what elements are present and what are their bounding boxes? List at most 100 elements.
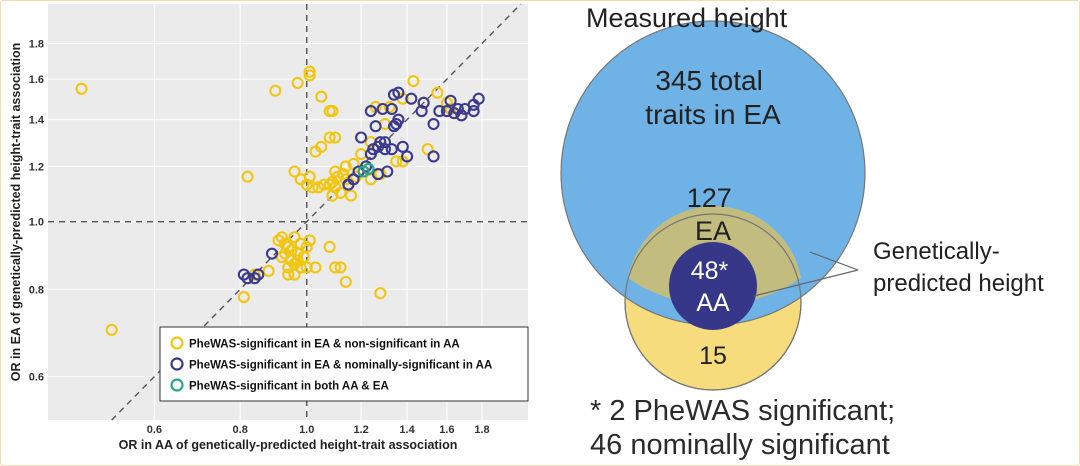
tick-labels: 0.6 0.8 1.0 1.2 1.4 1.6 1.8 0.6 0.8 1.0 1.2 1.4 1.6 1… (29, 38, 490, 436)
point-ea-only (431, 86, 444, 99)
predicted-aa-circle (669, 242, 757, 330)
y-tick-label: 1.4 (29, 115, 45, 127)
x-axis-label: OR in AA of genetically-predicted height… (119, 438, 458, 452)
x-tick-label: 1.4 (399, 424, 415, 436)
y-tick-label: 1.6 (29, 74, 44, 86)
point-ea-only (288, 268, 301, 281)
point-ea-only (300, 261, 313, 274)
point-ea-only (279, 247, 292, 260)
point-ea-nominal-aa (369, 120, 382, 133)
legend-marker-ea-nominal-aa (170, 357, 184, 371)
point-ea-nominal-aa (376, 102, 389, 116)
point-ea-only (262, 264, 275, 278)
predicted-ea-label: 127 EA (687, 183, 740, 246)
point-ea-only (318, 178, 331, 191)
point-ea-nominal-aa (392, 113, 405, 126)
point-ea-only (105, 323, 118, 336)
point-ea-nominal-aa (364, 105, 377, 118)
point-ea-only (303, 170, 316, 183)
measured-label-line-1: 345 total (655, 65, 762, 96)
measured-count-label: 345 total traits in EA (645, 65, 781, 130)
point-ea-nominal-aa (427, 117, 440, 131)
point-ea-only (291, 254, 304, 267)
point-ea-only (315, 90, 328, 103)
diagonal-reference-line (111, 3, 522, 421)
x-tick-label: 0.6 (147, 424, 162, 436)
point-ea-nominal-aa (248, 272, 261, 285)
point-ea-only (282, 268, 295, 281)
callout-line-1: Genetically- (873, 238, 1000, 265)
point-ea-only (303, 234, 316, 247)
predicted-aa-label: 48* AA (691, 257, 736, 317)
y-tick-label: 1.8 (29, 38, 44, 50)
scatter-plot: 0.6 0.8 1.0 1.2 1.4 1.6 1.8 0.6 0.8 1.0 1.2 1.4 1.6 1… (9, 3, 529, 452)
point-ea-nominal-aa (396, 140, 409, 153)
predicted-ea-label-line-2: EA (695, 216, 731, 246)
point-ea-nominal-aa (448, 107, 461, 120)
outside-region-label: 15 (699, 342, 727, 370)
data-points (75, 65, 485, 336)
point-ea-only (272, 234, 285, 247)
point-ea-nominal-aa (385, 143, 398, 156)
point-ea-nominal-aa (355, 131, 368, 144)
legend-box (159, 326, 529, 402)
x-tick-label: 0.8 (233, 424, 248, 436)
footnote-line-2: 46 nominally significant (590, 429, 890, 461)
point-ea-nominal-aa (405, 92, 418, 105)
point-ea-nominal-aa (472, 92, 485, 105)
point-ea-only (329, 131, 342, 144)
x-tick-label: 1.2 (353, 424, 368, 436)
callout-line-aa (753, 269, 859, 297)
point-ea-only (329, 181, 342, 194)
point-ea-only (323, 240, 336, 254)
point-ea-nominal-aa (433, 105, 446, 118)
point-ea-nominal-aa (401, 150, 414, 163)
y-tick-label: 0.6 (29, 372, 44, 384)
point-ea-nominal-aa (415, 105, 428, 118)
callout-line-ea (809, 251, 859, 271)
point-ea-only (374, 287, 387, 300)
predicted-ea-outline (624, 213, 802, 391)
point-ea-only (312, 181, 325, 194)
x-tick-label: 1.0 (299, 424, 314, 436)
venn-diagram: Measured height 345 total traits in EA 1… (560, 3, 1044, 391)
point-ea-only (275, 231, 288, 244)
legend-marker-ea-only (170, 336, 184, 350)
point-ea-only (291, 76, 304, 90)
point-ea-only (269, 84, 282, 97)
point-ea-only (303, 69, 316, 82)
y-tick-label: 1.2 (29, 161, 44, 173)
legend: PheWAS-significant in EA & non-significa… (159, 326, 529, 402)
venn-title: Measured height (586, 3, 788, 33)
point-both (362, 162, 375, 175)
x-tick-label: 1.8 (474, 424, 489, 436)
point-ea-only (306, 181, 319, 194)
point-ea-nominal-aa (392, 86, 405, 99)
measured-label-line-2: traits in EA (645, 99, 781, 130)
point-ea-only (383, 100, 396, 113)
point-ea-only (303, 65, 316, 78)
point-ea-only (309, 145, 322, 158)
point-ea-only (282, 261, 295, 274)
point-ea-nominal-aa (417, 96, 430, 109)
point-ea-only (241, 170, 254, 183)
callout-label: Genetically- predicted height (873, 238, 1044, 297)
legend-label-both: PheWAS-significant in both AA & EA (189, 381, 389, 393)
point-ea-only (326, 105, 339, 118)
point-ea-only (334, 261, 347, 274)
point-ea-only (421, 143, 434, 156)
point-ea-only (294, 261, 307, 274)
predicted-aa-label-line-2: AA (696, 289, 730, 317)
point-ea-only (407, 75, 420, 88)
point-ea-nominal-aa (440, 105, 453, 118)
point-ea-only (339, 275, 352, 288)
point-ea-nominal-aa (444, 94, 457, 107)
point-ea-nominal-aa (241, 272, 254, 285)
point-ea-only (309, 261, 322, 274)
callout-line-2: predicted height (873, 270, 1044, 297)
legend-label-ea-nominal-aa: PheWAS-significant in EA & nominally-sig… (189, 360, 492, 372)
point-ea-only (339, 160, 352, 173)
point-ea-nominal-aa (237, 268, 250, 281)
point-ea-only (288, 165, 301, 178)
predicted-ea-label-line-1: 127 (687, 183, 732, 213)
